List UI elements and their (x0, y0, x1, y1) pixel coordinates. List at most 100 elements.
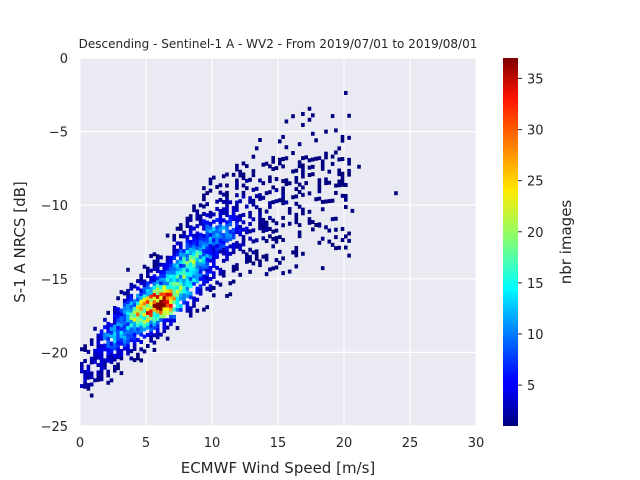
heatmap-cell (202, 237, 206, 242)
heatmap-cell (146, 318, 150, 323)
heatmap-cell (83, 344, 87, 349)
heatmap-cell (278, 249, 282, 254)
heatmap-cell (205, 202, 209, 207)
heatmap-cell (165, 336, 170, 341)
heatmap-cell (195, 242, 200, 247)
heatmap-cell (106, 321, 110, 326)
x-tick-label: 10 (204, 436, 221, 451)
heatmap-cell (205, 261, 209, 266)
heatmap-cell (192, 208, 196, 213)
heatmap-cell (162, 292, 167, 297)
heatmap-cell (251, 261, 256, 266)
heatmap-cell (185, 249, 190, 254)
heatmap-cell (122, 339, 127, 344)
heatmap-cell (188, 225, 193, 230)
heatmap-cell (152, 263, 157, 268)
heatmap-cell (132, 328, 137, 333)
heatmap-cell (192, 226, 196, 231)
heatmap-cell (86, 386, 91, 391)
heatmap-cell (294, 187, 299, 192)
heatmap-cell (139, 358, 143, 363)
heatmap-cell (139, 321, 143, 326)
heatmap-cell (192, 252, 196, 257)
heatmap-cell (297, 223, 302, 228)
heatmap-cell (195, 246, 200, 251)
heatmap-cell (317, 181, 322, 186)
heatmap-cell (165, 299, 170, 304)
heatmap-cell (136, 330, 140, 335)
heatmap-cell (152, 267, 157, 271)
heatmap-cell (248, 214, 252, 219)
heatmap-cell (235, 226, 239, 231)
heatmap-cell (83, 384, 87, 389)
heatmap-cell (139, 328, 143, 333)
heatmap-cell (182, 274, 186, 279)
heatmap-cell (218, 212, 223, 217)
heatmap-cell (116, 318, 120, 323)
heatmap-cell (225, 172, 229, 177)
heatmap-cell (225, 253, 229, 258)
heatmap-cell (185, 282, 190, 287)
heatmap-cell (106, 373, 110, 378)
heatmap-cell (103, 336, 107, 341)
heatmap-cell (152, 281, 157, 286)
heatmap-cell (225, 235, 229, 240)
heatmap-cell (205, 268, 209, 273)
heatmap-cell (258, 207, 262, 212)
heatmap-cell (254, 205, 259, 210)
heatmap-cell (281, 134, 285, 139)
heatmap-cell (129, 315, 134, 320)
heatmap-cell (301, 167, 305, 172)
heatmap-cell (195, 238, 200, 243)
heatmap-cell (155, 320, 160, 325)
heatmap-cell (169, 318, 173, 323)
heatmap-cell (271, 218, 275, 223)
heatmap-cell (340, 157, 345, 162)
heatmap-cell (301, 111, 305, 116)
heatmap-cell (179, 259, 183, 264)
heatmap-cell (149, 309, 153, 314)
heatmap-cell (96, 355, 101, 360)
heatmap-cell (205, 249, 209, 254)
heatmap-cell (149, 253, 153, 258)
heatmap-cell (235, 266, 239, 271)
heatmap-cell (113, 346, 117, 351)
heatmap-cell (320, 199, 325, 204)
heatmap-cell (106, 369, 110, 374)
heatmap-cell (185, 301, 190, 306)
heatmap-cell (149, 268, 153, 273)
heatmap-cell (307, 106, 312, 111)
heatmap-cell (139, 325, 143, 330)
heatmap-cell (291, 250, 295, 255)
heatmap-cell (340, 179, 345, 184)
heatmap-cell (238, 243, 242, 248)
heatmap-cell (132, 336, 137, 340)
heatmap-cell (271, 185, 275, 190)
heatmap-cell (152, 347, 157, 352)
heatmap-cell (149, 279, 153, 284)
heatmap-cell (179, 274, 183, 279)
heatmap-cell (192, 303, 196, 308)
heatmap-cell (212, 293, 216, 298)
heatmap-cell (231, 231, 236, 236)
heatmap-cell (185, 293, 190, 298)
heatmap-cell (109, 348, 114, 353)
heatmap-cell (116, 336, 120, 341)
heatmap-cell (152, 318, 157, 323)
heatmap-cell (274, 221, 279, 226)
heatmap-cell (113, 313, 117, 318)
heatmap-cell (165, 266, 170, 271)
heatmap-cell (86, 383, 91, 387)
heatmap-cell (179, 289, 183, 294)
heatmap-cell (195, 231, 200, 236)
heatmap-cell (212, 252, 216, 257)
heatmap-cell (169, 255, 173, 260)
heatmap-cell (294, 253, 299, 258)
heatmap-cell (264, 224, 269, 229)
heatmap-cell (129, 301, 134, 306)
heatmap-cell (146, 307, 150, 312)
heatmap-cell (179, 282, 183, 287)
heatmap-cell (324, 181, 328, 186)
heatmap-cell (301, 211, 305, 216)
heatmap-cell (142, 323, 147, 328)
